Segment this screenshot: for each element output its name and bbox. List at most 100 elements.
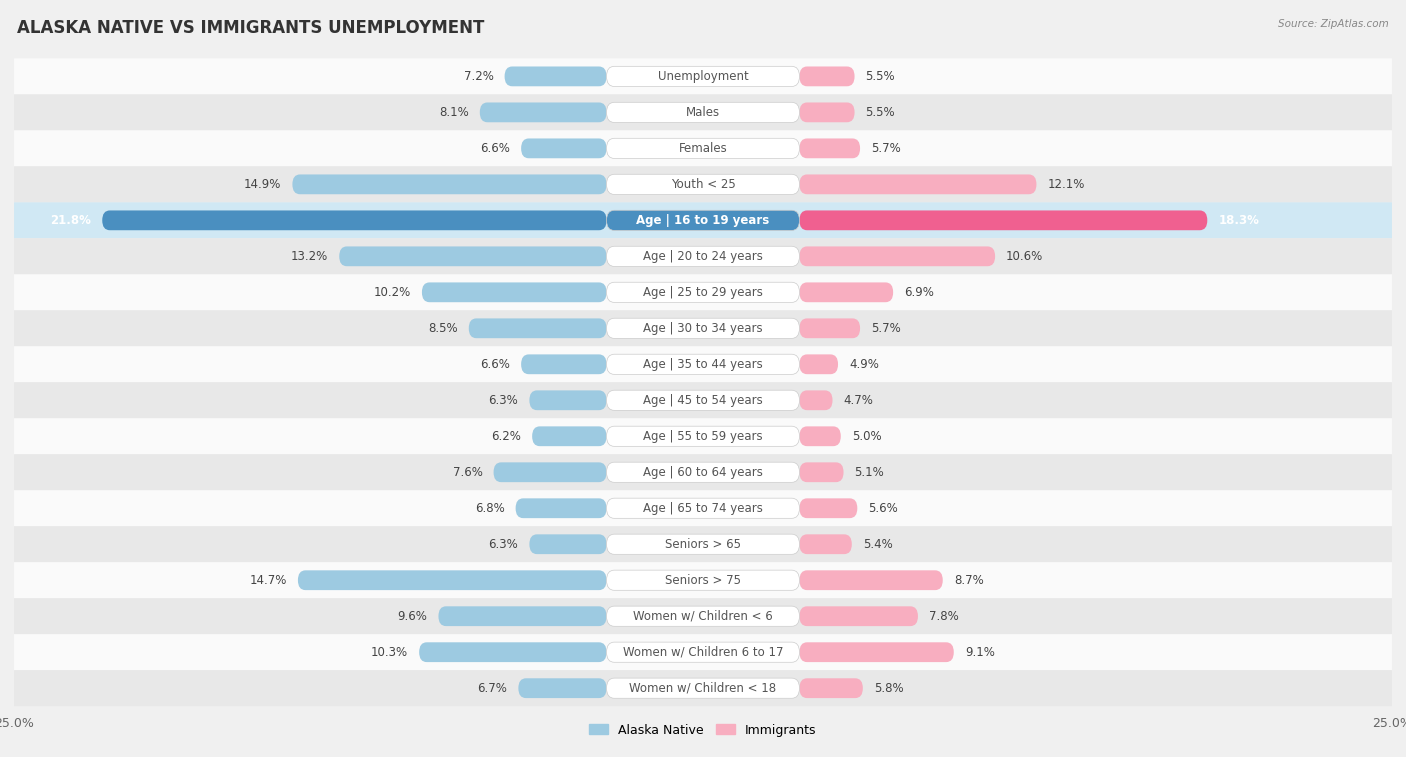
Text: Age | 45 to 54 years: Age | 45 to 54 years bbox=[643, 394, 763, 407]
Text: ALASKA NATIVE VS IMMIGRANTS UNEMPLOYMENT: ALASKA NATIVE VS IMMIGRANTS UNEMPLOYMENT bbox=[17, 19, 484, 37]
Text: Seniors > 65: Seniors > 65 bbox=[665, 537, 741, 551]
FancyBboxPatch shape bbox=[422, 282, 606, 302]
FancyBboxPatch shape bbox=[800, 139, 860, 158]
FancyBboxPatch shape bbox=[14, 167, 1392, 202]
FancyBboxPatch shape bbox=[800, 391, 832, 410]
FancyBboxPatch shape bbox=[479, 102, 606, 123]
Text: 7.2%: 7.2% bbox=[464, 70, 494, 83]
Text: 4.9%: 4.9% bbox=[849, 358, 879, 371]
Text: 9.1%: 9.1% bbox=[965, 646, 994, 659]
Text: 7.8%: 7.8% bbox=[929, 609, 959, 623]
FancyBboxPatch shape bbox=[800, 426, 841, 446]
FancyBboxPatch shape bbox=[14, 310, 1392, 346]
FancyBboxPatch shape bbox=[800, 67, 855, 86]
Text: 5.0%: 5.0% bbox=[852, 430, 882, 443]
FancyBboxPatch shape bbox=[800, 319, 860, 338]
Text: 5.8%: 5.8% bbox=[875, 682, 904, 695]
FancyBboxPatch shape bbox=[800, 210, 1208, 230]
FancyBboxPatch shape bbox=[800, 354, 838, 374]
FancyBboxPatch shape bbox=[505, 67, 606, 86]
FancyBboxPatch shape bbox=[522, 354, 606, 374]
Text: 5.4%: 5.4% bbox=[863, 537, 893, 551]
Text: 8.5%: 8.5% bbox=[427, 322, 458, 335]
FancyBboxPatch shape bbox=[606, 534, 800, 554]
FancyBboxPatch shape bbox=[439, 606, 606, 626]
FancyBboxPatch shape bbox=[606, 642, 800, 662]
FancyBboxPatch shape bbox=[14, 670, 1392, 706]
FancyBboxPatch shape bbox=[606, 390, 800, 410]
Text: 10.6%: 10.6% bbox=[1007, 250, 1043, 263]
Legend: Alaska Native, Immigrants: Alaska Native, Immigrants bbox=[585, 718, 821, 742]
FancyBboxPatch shape bbox=[800, 678, 863, 698]
Text: 4.7%: 4.7% bbox=[844, 394, 873, 407]
FancyBboxPatch shape bbox=[468, 319, 606, 338]
FancyBboxPatch shape bbox=[14, 491, 1392, 526]
FancyBboxPatch shape bbox=[800, 282, 893, 302]
FancyBboxPatch shape bbox=[14, 274, 1392, 310]
FancyBboxPatch shape bbox=[14, 382, 1392, 419]
FancyBboxPatch shape bbox=[519, 678, 606, 698]
Text: 5.7%: 5.7% bbox=[872, 322, 901, 335]
FancyBboxPatch shape bbox=[14, 419, 1392, 454]
FancyBboxPatch shape bbox=[530, 391, 606, 410]
FancyBboxPatch shape bbox=[606, 282, 800, 302]
FancyBboxPatch shape bbox=[494, 463, 606, 482]
FancyBboxPatch shape bbox=[14, 130, 1392, 167]
FancyBboxPatch shape bbox=[606, 139, 800, 158]
Text: 18.3%: 18.3% bbox=[1219, 213, 1260, 227]
Text: 14.9%: 14.9% bbox=[245, 178, 281, 191]
Text: 14.7%: 14.7% bbox=[249, 574, 287, 587]
Text: Age | 30 to 34 years: Age | 30 to 34 years bbox=[643, 322, 763, 335]
FancyBboxPatch shape bbox=[292, 174, 606, 195]
Text: Age | 25 to 29 years: Age | 25 to 29 years bbox=[643, 286, 763, 299]
FancyBboxPatch shape bbox=[800, 606, 918, 626]
FancyBboxPatch shape bbox=[522, 139, 606, 158]
FancyBboxPatch shape bbox=[606, 210, 800, 230]
Text: 6.9%: 6.9% bbox=[904, 286, 934, 299]
Text: Age | 55 to 59 years: Age | 55 to 59 years bbox=[643, 430, 763, 443]
Text: 6.3%: 6.3% bbox=[489, 537, 519, 551]
FancyBboxPatch shape bbox=[530, 534, 606, 554]
Text: Age | 16 to 19 years: Age | 16 to 19 years bbox=[637, 213, 769, 227]
FancyBboxPatch shape bbox=[606, 570, 800, 590]
FancyBboxPatch shape bbox=[14, 526, 1392, 562]
Text: Source: ZipAtlas.com: Source: ZipAtlas.com bbox=[1278, 19, 1389, 29]
FancyBboxPatch shape bbox=[14, 58, 1392, 95]
Text: 6.8%: 6.8% bbox=[475, 502, 505, 515]
Text: 10.2%: 10.2% bbox=[374, 286, 411, 299]
Text: 8.1%: 8.1% bbox=[439, 106, 468, 119]
FancyBboxPatch shape bbox=[606, 426, 800, 447]
FancyBboxPatch shape bbox=[800, 463, 844, 482]
FancyBboxPatch shape bbox=[606, 463, 800, 482]
Text: Youth < 25: Youth < 25 bbox=[671, 178, 735, 191]
Text: 12.1%: 12.1% bbox=[1047, 178, 1085, 191]
Text: Seniors > 75: Seniors > 75 bbox=[665, 574, 741, 587]
FancyBboxPatch shape bbox=[14, 598, 1392, 634]
FancyBboxPatch shape bbox=[606, 606, 800, 626]
FancyBboxPatch shape bbox=[800, 534, 852, 554]
Text: 6.7%: 6.7% bbox=[478, 682, 508, 695]
FancyBboxPatch shape bbox=[298, 570, 606, 590]
Text: 6.2%: 6.2% bbox=[491, 430, 522, 443]
FancyBboxPatch shape bbox=[800, 498, 858, 518]
Text: Women w/ Children < 18: Women w/ Children < 18 bbox=[630, 682, 776, 695]
FancyBboxPatch shape bbox=[606, 354, 800, 375]
FancyBboxPatch shape bbox=[800, 174, 1036, 195]
Text: 6.6%: 6.6% bbox=[481, 358, 510, 371]
Text: Females: Females bbox=[679, 142, 727, 155]
FancyBboxPatch shape bbox=[800, 570, 943, 590]
Text: 5.5%: 5.5% bbox=[866, 70, 896, 83]
FancyBboxPatch shape bbox=[606, 498, 800, 519]
FancyBboxPatch shape bbox=[14, 562, 1392, 598]
Text: Age | 65 to 74 years: Age | 65 to 74 years bbox=[643, 502, 763, 515]
FancyBboxPatch shape bbox=[14, 634, 1392, 670]
Text: 9.6%: 9.6% bbox=[398, 609, 427, 623]
FancyBboxPatch shape bbox=[606, 318, 800, 338]
Text: Women w/ Children 6 to 17: Women w/ Children 6 to 17 bbox=[623, 646, 783, 659]
FancyBboxPatch shape bbox=[606, 67, 800, 86]
Text: 7.6%: 7.6% bbox=[453, 466, 482, 478]
Text: 5.1%: 5.1% bbox=[855, 466, 884, 478]
FancyBboxPatch shape bbox=[516, 498, 606, 518]
FancyBboxPatch shape bbox=[339, 247, 606, 266]
Text: 13.2%: 13.2% bbox=[291, 250, 328, 263]
